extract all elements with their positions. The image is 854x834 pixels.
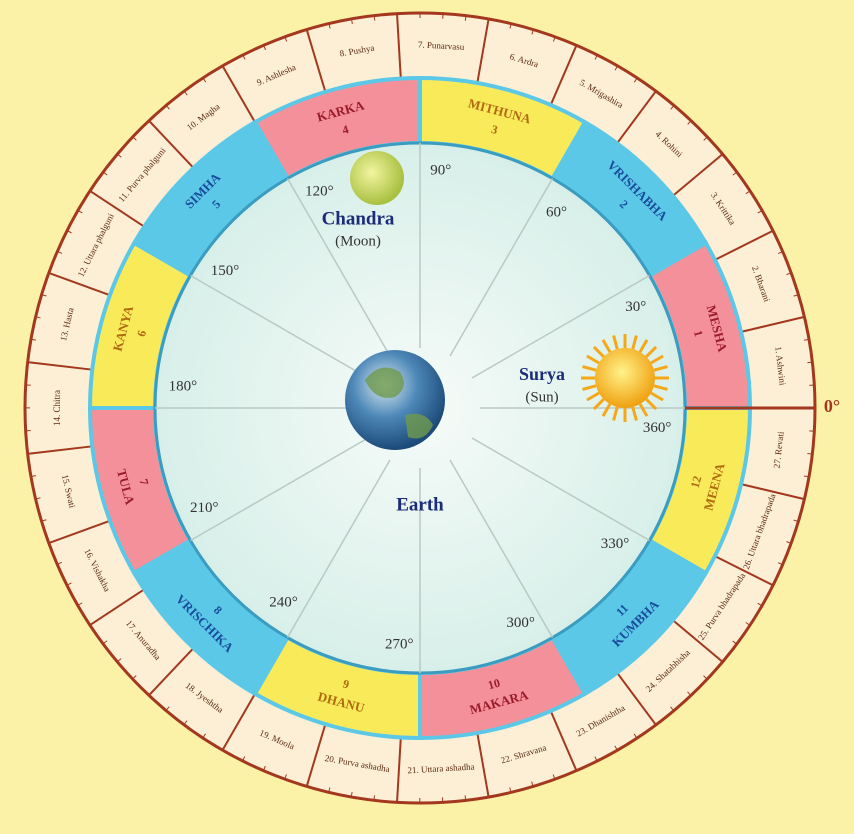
tick <box>465 16 466 21</box>
degree-label: 270° <box>385 637 414 653</box>
degree-label: 30° <box>625 299 646 315</box>
degree-label: 180° <box>169 379 198 395</box>
degree-label: 330° <box>601 536 630 552</box>
degree-label: 300° <box>506 615 535 631</box>
moon <box>350 151 404 205</box>
degree-label: 150° <box>211 263 240 279</box>
tick <box>465 795 466 800</box>
degree-label: 240° <box>269 594 298 610</box>
moon-name: Chandra <box>322 208 395 229</box>
nakshatra-label: 14. Chitra <box>52 390 62 426</box>
tick <box>374 16 375 21</box>
sun <box>595 348 655 408</box>
tick <box>807 454 812 455</box>
zero-label: 0° <box>824 396 840 416</box>
sun-name: Surya <box>519 364 565 384</box>
diagram: 1. Ashwini2. Bharani3. Krittika4. Rohini… <box>0 0 854 834</box>
degree-label: 360° <box>643 420 672 436</box>
tick <box>374 795 375 800</box>
degree-label: 120° <box>305 184 334 200</box>
earth-label: Earth <box>396 494 444 515</box>
earth <box>345 350 445 450</box>
degree-label: 90° <box>430 162 451 178</box>
tick <box>807 362 812 363</box>
moon-note: (Moon) <box>335 233 381 249</box>
degree-label: 60° <box>546 204 567 220</box>
degree-label: 210° <box>190 500 219 516</box>
sun-note: (Sun) <box>525 389 558 405</box>
